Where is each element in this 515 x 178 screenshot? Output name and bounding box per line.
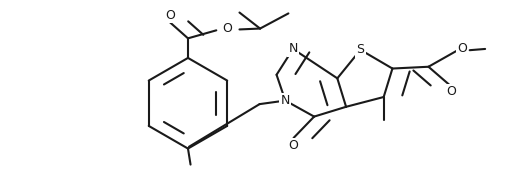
Text: O: O xyxy=(222,22,233,35)
Text: O: O xyxy=(447,85,457,98)
Text: S: S xyxy=(356,43,365,56)
Text: O: O xyxy=(165,9,175,22)
Text: N: N xyxy=(281,94,290,107)
Text: O: O xyxy=(457,41,467,55)
Text: O: O xyxy=(288,139,299,153)
Text: N: N xyxy=(288,42,298,56)
